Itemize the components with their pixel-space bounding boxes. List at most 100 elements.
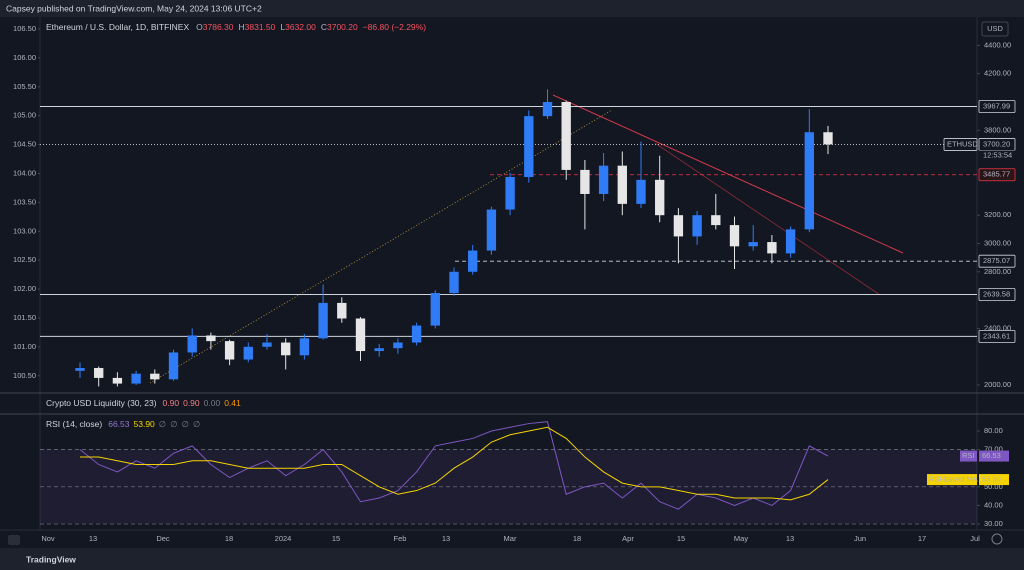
y-tick-label: 3000.00 [984, 238, 1011, 247]
rsi-value: ∅ [182, 419, 189, 429]
candle-body [486, 209, 497, 251]
candle-body [804, 132, 814, 230]
candle-body [692, 215, 702, 237]
candle-body [131, 373, 141, 384]
y2-tick-label: 100.50 [13, 371, 36, 380]
series-value-box [979, 450, 1009, 462]
trend-line [654, 142, 881, 296]
y2-tick-label: 105.00 [13, 111, 36, 120]
layout [0, 17, 1024, 570]
symbol-box [943, 138, 978, 151]
candle-body [262, 342, 272, 347]
countdown-box [979, 150, 1015, 161]
price-label: 3967.99 [983, 102, 1010, 111]
candle-body [355, 318, 366, 352]
y-tick-label: 80.00 [984, 426, 1003, 435]
price-label: 2875.07 [983, 256, 1010, 265]
candle-body [206, 335, 216, 342]
candle-body [318, 302, 328, 339]
candle-body [224, 341, 235, 360]
symbol-title: Ethereum / U.S. Dollar, 1D, BITFINEX [46, 22, 189, 32]
y2-tick-label: 103.00 [13, 226, 36, 235]
settings-button[interactable] [991, 533, 1003, 545]
footer-bar [0, 548, 1024, 570]
candle-body [168, 352, 179, 380]
header-bar [0, 0, 1024, 17]
price-label-box [978, 168, 1016, 182]
candle-body [243, 346, 253, 360]
series-name: RSI [962, 451, 975, 460]
series-value: 66.53 [982, 451, 1001, 460]
x-tick-label: Dec [156, 534, 170, 543]
y-tick-label: 4200.00 [984, 69, 1011, 78]
y2-tick-label: 102.50 [13, 255, 36, 264]
y-tick-label: 50.00 [984, 482, 1003, 491]
y2-tick-label: 106.00 [13, 53, 36, 62]
candle-body [598, 165, 609, 194]
ohlc-value: 3700.20 [327, 22, 358, 32]
x-tick-label: Apr [622, 534, 634, 543]
candle-body [748, 242, 758, 247]
candle-body [374, 348, 384, 352]
trend-line [552, 94, 904, 254]
y2-tick-label: 102.00 [13, 284, 36, 293]
rsi-title: RSI (14, close) 66.53 53.90 ∅ ∅ ∅ ∅ [46, 419, 200, 429]
y-tick-label: 2400.00 [984, 323, 1011, 332]
x-tick-label: Feb [394, 534, 407, 543]
rsi-line [80, 426, 829, 501]
candle-body [94, 368, 104, 378]
candle-body [542, 101, 553, 117]
timezone-button[interactable] [8, 535, 20, 545]
price-change: −86.80 (−2.29%) [363, 22, 426, 32]
candle-body [299, 338, 310, 356]
candle-body [673, 215, 684, 237]
currency-box [981, 21, 1009, 37]
price-label-box [978, 288, 1016, 301]
candle-body [430, 293, 440, 326]
y-tick-label: 30.00 [984, 519, 1003, 528]
y-tick-label: 4400.00 [984, 40, 1011, 49]
candle-body [337, 302, 347, 319]
y2-tick-label: 106.50 [13, 24, 36, 33]
x-tick-label: 17 [918, 534, 926, 543]
ohlc-label: O [196, 22, 203, 32]
price-label: 2343.61 [983, 331, 1010, 340]
candle-body [636, 179, 646, 204]
candle-body [823, 132, 833, 145]
countdown: 12:53:54 [983, 150, 1012, 159]
candle-body [468, 250, 478, 272]
x-tick-label: 13 [89, 534, 97, 543]
candle-body [711, 215, 721, 226]
x-tick-label: Mar [504, 534, 517, 543]
x-tick-label: 2024 [275, 534, 292, 543]
candle-body [187, 335, 197, 353]
x-tick-label: Jun [854, 534, 866, 543]
y-tick-label: 2800.00 [984, 267, 1011, 276]
candle-body [112, 377, 123, 384]
y2-tick-label: 104.50 [13, 140, 36, 149]
series-value-box [979, 474, 1009, 486]
candle-body [785, 229, 796, 254]
y-tick-label: 3200.00 [984, 210, 1011, 219]
price-label: 2639.58 [983, 289, 1010, 298]
x-tick-label: Nov [41, 534, 55, 543]
y2-tick-label: 101.00 [13, 342, 36, 351]
rsi-value: 66.53 [108, 419, 130, 429]
series-label-box [927, 474, 977, 486]
symbol-label: ETHUSD [947, 139, 978, 148]
y2-tick-label: 104.00 [13, 168, 36, 177]
candle-body [617, 165, 627, 204]
x-tick-label: May [734, 534, 748, 543]
ohlc-value: 3786.30 [203, 22, 234, 32]
ohlc-label: L [280, 22, 285, 32]
footer-logo: TradingView [26, 554, 76, 564]
price-label: 3700.20 [983, 139, 1010, 148]
rsi-value: ∅ [159, 419, 166, 429]
price-label-box [978, 254, 1016, 268]
indicator-value: 0.90 [183, 398, 200, 408]
y-tick-label: 3800.00 [984, 125, 1011, 134]
ohlc-value: 3831.50 [245, 22, 276, 32]
candle-body [561, 101, 571, 170]
price-label-box [978, 100, 1016, 113]
